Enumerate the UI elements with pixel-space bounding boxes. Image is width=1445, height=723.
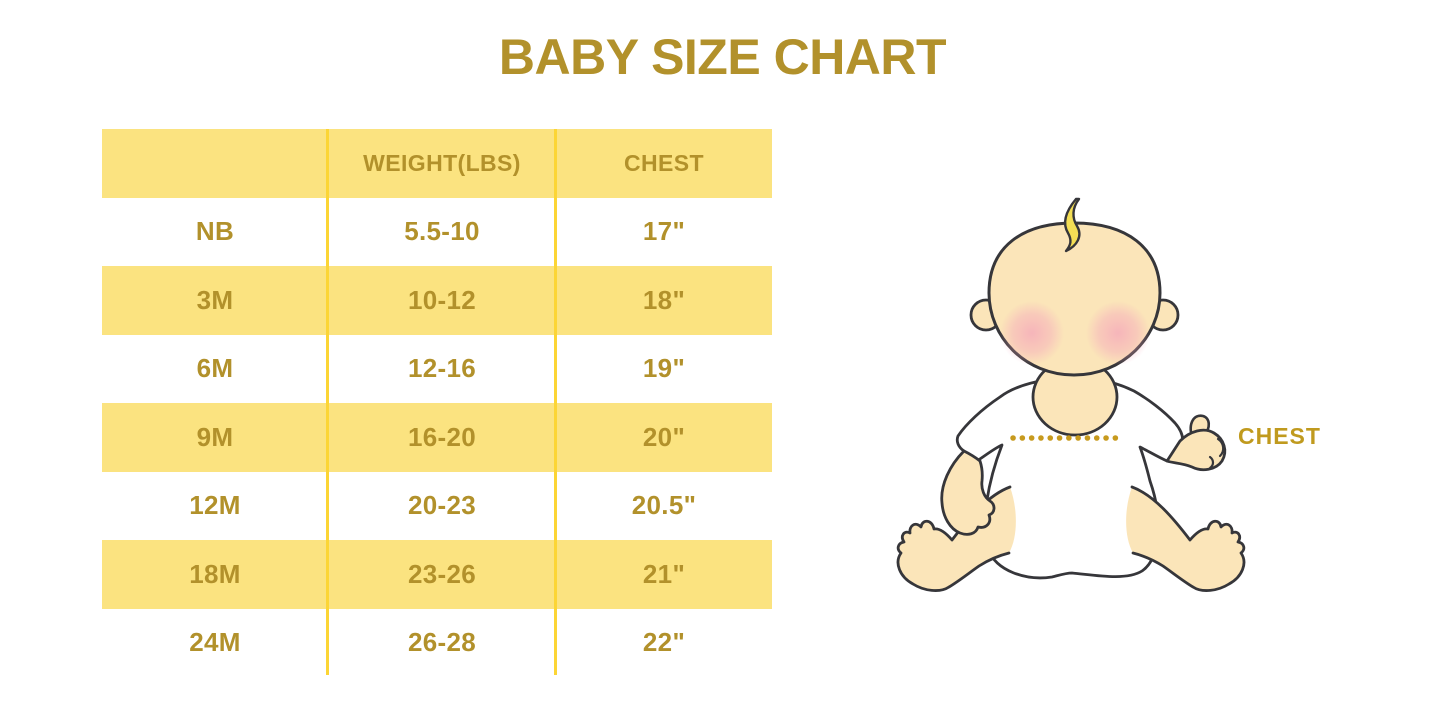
baby-illustration: [880, 185, 1260, 610]
baby-cheek-left: [1000, 301, 1064, 365]
header-cell-weight: WEIGHT(LBS): [363, 149, 521, 176]
weight-cell: 10-12: [408, 284, 476, 315]
table-row: 24M 26-28 22": [102, 609, 772, 678]
column-separator-line: [554, 129, 557, 675]
size-cell: 24M: [189, 627, 241, 658]
chest-cell: 18": [642, 284, 686, 315]
header-cell-chest: CHEST: [624, 149, 704, 176]
weight-cell: 23-26: [408, 558, 476, 589]
weight-cell: 5.5-10: [404, 216, 480, 247]
chest-cell: 22": [642, 627, 686, 658]
chest-cell: 20.5": [631, 490, 697, 521]
baby-left-leg-outline: [896, 485, 1012, 592]
size-cell: 9M: [196, 421, 234, 452]
baby-fist-knuckles: [1208, 437, 1225, 470]
table-row: 18M 23-26 21": [102, 540, 772, 609]
chest-cell: 20": [642, 421, 686, 452]
table-row: 12M 20-23 20.5": [102, 472, 772, 541]
baby-hair-tuft: [1064, 197, 1081, 253]
table-row: NB 5.5-10 17": [102, 198, 772, 267]
size-table: WEIGHT(LBS) CHEST NB 5.5-10 17" 3M 10-12…: [102, 129, 772, 677]
size-cell: 18M: [189, 558, 241, 589]
page-title: BABY SIZE CHART: [498, 29, 947, 85]
baby-left-arm: [940, 449, 996, 536]
chest-cell: 17": [642, 216, 686, 247]
chest-cell: 19": [642, 353, 686, 384]
table-row: 3M 10-12 18": [102, 266, 772, 335]
table-row: 6M 12-16 19": [102, 335, 772, 404]
baby-cheek-right: [1086, 301, 1150, 365]
size-cell: 6M: [196, 353, 234, 384]
baby-right-arm: [1165, 428, 1227, 472]
weight-cell: 12-16: [408, 353, 476, 384]
chest-cell: 21": [642, 558, 686, 589]
size-cell: 3M: [196, 284, 234, 315]
column-separator-line: [326, 129, 329, 675]
baby-illustration-svg: [896, 197, 1246, 592]
size-cell: 12M: [189, 490, 241, 521]
baby-right-leg-outline: [1130, 485, 1246, 592]
table-row: 9M 16-20 20": [102, 403, 772, 472]
weight-cell: 26-28: [408, 627, 476, 658]
table-header-row: WEIGHT(LBS) CHEST: [102, 129, 772, 198]
baby-right-leg: [1126, 487, 1244, 591]
size-cell: NB: [195, 216, 235, 247]
weight-cell: 20-23: [408, 490, 476, 521]
chest-measurement-label: CHEST: [1238, 423, 1321, 449]
weight-cell: 16-20: [408, 421, 476, 452]
